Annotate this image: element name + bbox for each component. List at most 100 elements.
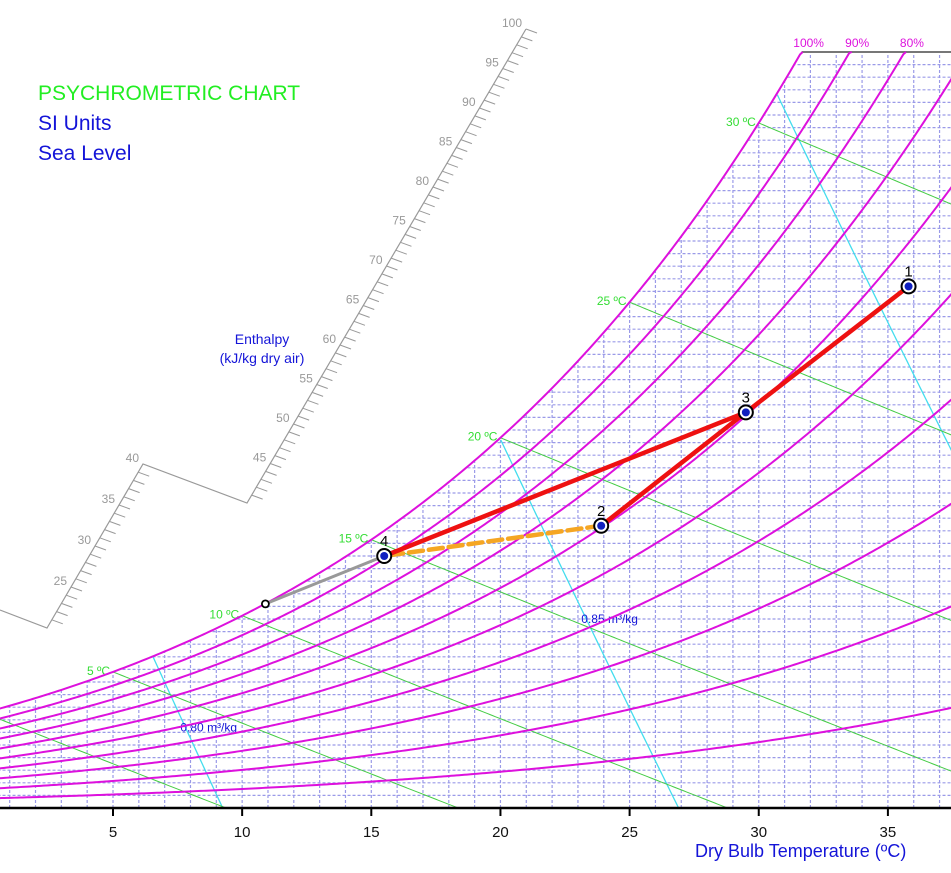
state-point-dot (904, 282, 913, 291)
enthalpy-tick-label: 45 (253, 451, 267, 465)
enthalpy-tick (460, 139, 473, 145)
enthalpy-tick (442, 170, 454, 176)
relative-humidity-curve (0, 51, 804, 710)
enthalpy-title-line2: (kJ/kg dry air) (219, 350, 305, 366)
wet-bulb-line (629, 301, 951, 436)
enthalpy-tick (128, 488, 140, 494)
enthalpy-tick (423, 202, 435, 208)
enthalpy-tick (75, 578, 87, 584)
enthalpy-tick-label: 50 (276, 411, 290, 425)
wet-bulb-label: 15 ºC (339, 532, 369, 546)
enthalpy-tick (316, 384, 328, 389)
enthalpy-tick (390, 257, 403, 263)
x-axis-tick-label: 25 (621, 824, 638, 841)
process-line-solid-red (743, 284, 911, 415)
enthalpy-tick (516, 44, 528, 50)
wet-bulb-label: 30 ºC (726, 115, 756, 129)
enthalpy-tick (497, 75, 510, 81)
enthalpy-tick (321, 376, 333, 382)
state-point-dot (380, 552, 389, 560)
relative-humidity-curve (0, 186, 951, 750)
enthalpy-tick (325, 368, 338, 374)
state-point-label: 3 (742, 389, 750, 406)
enthalpy-tick (133, 479, 145, 485)
enthalpy-tick-label: 25 (54, 574, 68, 588)
enthalpy-tick (358, 312, 370, 318)
state-point-small (260, 599, 270, 609)
enthalpy-tick (446, 162, 459, 168)
enthalpy-tick (99, 537, 111, 543)
wet-bulb-label: 20 ºC (468, 430, 498, 444)
enthalpy-tick-label: 30 (78, 533, 92, 547)
enthalpy-tick (437, 178, 449, 184)
enthalpy-tick (270, 463, 282, 468)
enthalpy-tick (114, 512, 126, 518)
enthalpy-tick (418, 210, 431, 216)
specific-volume-line (776, 94, 951, 451)
enthalpy-tick-label: 40 (126, 451, 140, 465)
enthalpy-tick (456, 147, 468, 152)
enthalpy-tick (465, 131, 477, 137)
enthalpy-tick (432, 186, 445, 192)
enthalpy-tick (279, 447, 291, 453)
enthalpy-tick (311, 391, 324, 397)
wet-bulb-line (371, 539, 951, 772)
enthalpy-tick (404, 233, 417, 239)
enthalpy-tick (349, 328, 361, 334)
enthalpy-tick (367, 297, 380, 303)
enthalpy-tick (507, 60, 519, 66)
relative-humidity-curve (0, 398, 951, 770)
enthalpy-tick (400, 241, 412, 247)
x-axis-tick-label: 35 (880, 824, 897, 841)
wet-bulb-label: 5 ºC (87, 664, 110, 678)
enthalpy-tick (80, 570, 92, 576)
enthalpy-tick (251, 494, 263, 500)
wet-bulb-line (500, 437, 951, 621)
x-axis-tick-label: 5 (109, 824, 117, 841)
enthalpy-tick (302, 407, 314, 413)
enthalpy-tick (90, 553, 102, 559)
enthalpy-tick-label: 85 (439, 135, 453, 149)
enthalpy-tick (284, 439, 296, 445)
enthalpy-tick (104, 529, 116, 535)
enthalpy-tick (123, 496, 135, 502)
enthalpy-tick (428, 194, 440, 200)
enthalpy-tick (483, 99, 496, 105)
enthalpy-title-line1: Enthalpy (234, 331, 290, 347)
enthalpy-tick (256, 486, 268, 492)
enthalpy-tick (70, 586, 83, 592)
enthalpy-tick (511, 52, 524, 58)
relative-humidity-curve (0, 51, 907, 730)
enthalpy-tick (274, 455, 287, 461)
enthalpy-tick (474, 115, 487, 121)
enthalpy-tick-label: 80 (416, 174, 430, 188)
enthalpy-tick (307, 399, 319, 405)
enthalpy-tick (363, 305, 375, 310)
wet-bulb-line (112, 671, 460, 809)
state-point-label: 1 (904, 263, 912, 280)
enthalpy-tick (297, 415, 310, 421)
enthalpy-tick-label: 35 (102, 492, 116, 506)
enthalpy-tick (409, 226, 421, 231)
enthalpy-tick (470, 123, 482, 129)
enthalpy-tick (56, 611, 68, 617)
state-point-dot (597, 521, 606, 530)
enthalpy-tick-label: 100 (502, 16, 522, 30)
enthalpy-tick (138, 471, 150, 477)
enthalpy-tick-label: 75 (392, 214, 406, 228)
enthalpy-tick-label: 65 (346, 293, 360, 307)
enthalpy-tick (109, 520, 121, 526)
enthalpy-tick (525, 28, 538, 34)
state-point-label: 4 (380, 533, 388, 550)
enthalpy-tick (395, 249, 407, 255)
enthalpy-tick (414, 218, 426, 224)
process-line-solid-red (598, 410, 749, 529)
enthalpy-tick (260, 478, 273, 484)
enthalpy-tick (85, 561, 97, 567)
enthalpy-tick-label: 55 (299, 372, 313, 386)
x-axis-tick-label: 20 (492, 824, 509, 841)
enthalpy-tick-label: 90 (462, 95, 476, 109)
relative-humidity-curve (0, 605, 951, 790)
enthalpy-tick (265, 470, 277, 476)
enthalpy-tick (330, 360, 342, 366)
